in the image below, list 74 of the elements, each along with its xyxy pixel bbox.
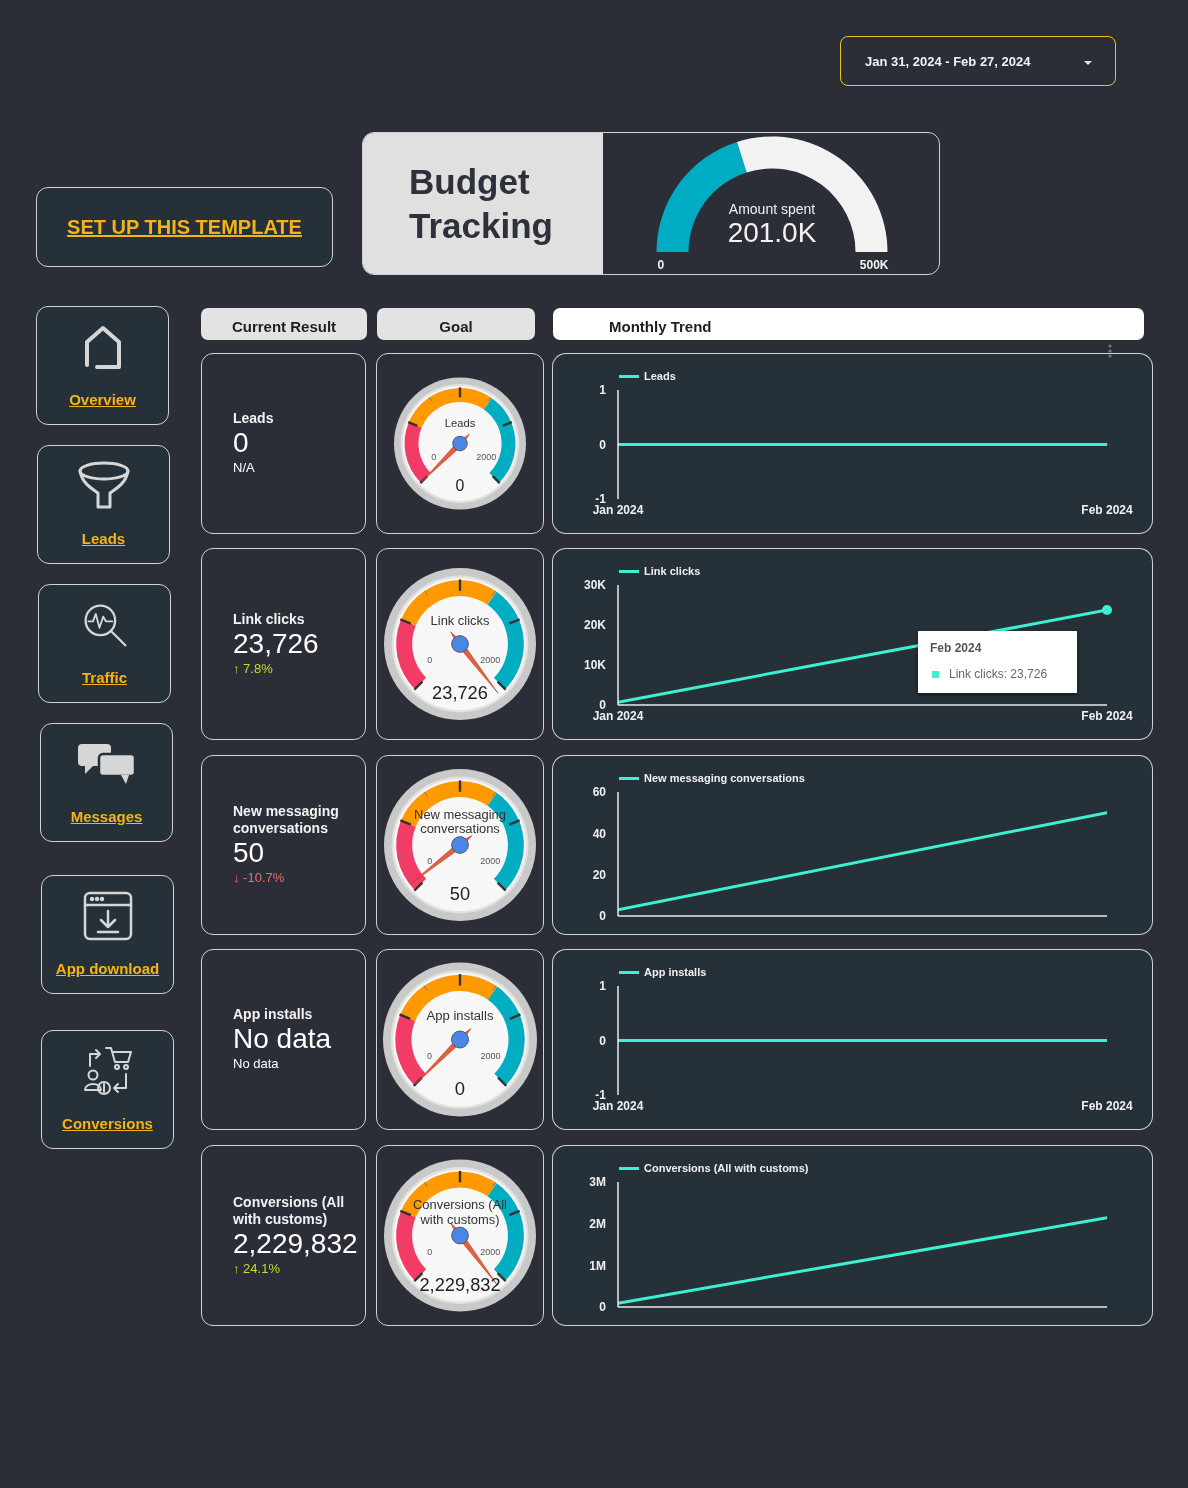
text: 500K bbox=[859, 258, 889, 272]
data-label: 0 bbox=[454, 1078, 466, 1100]
text: Amount spent bbox=[728, 201, 816, 217]
text: Traffic bbox=[81, 669, 127, 686]
text: 0 bbox=[233, 427, 249, 458]
y-tick-label: 20K bbox=[583, 618, 607, 633]
tooltip-panel: Feb 2024 Link clicks: 23,726 bbox=[918, 631, 1077, 693]
legend-label: Leads bbox=[644, 370, 676, 382]
text: Leads bbox=[81, 530, 126, 547]
text: 201.0K bbox=[727, 217, 817, 248]
y-tick-label: 0 bbox=[599, 909, 607, 924]
y-tick-label: 40 bbox=[592, 826, 607, 841]
text: New messaging conversations bbox=[233, 803, 339, 836]
y-tick-label: 2M bbox=[589, 1216, 606, 1231]
text: ↑ 7.8% bbox=[233, 660, 273, 676]
data-label: 0 bbox=[427, 1246, 433, 1257]
text: App installs bbox=[426, 1008, 494, 1024]
y-tick-label: 60 bbox=[592, 785, 607, 800]
data-label: 2000 bbox=[480, 655, 501, 666]
y-tick-label: 1M bbox=[589, 1258, 606, 1273]
annotation: Link clicks: 23,726 bbox=[949, 667, 1048, 681]
text: ↓ -10.7% bbox=[233, 870, 285, 885]
data-label: 0 bbox=[427, 856, 433, 867]
y-tick-label: 3M bbox=[589, 1175, 606, 1190]
data-label: 0 bbox=[455, 477, 465, 495]
text: Monthly Trend bbox=[609, 317, 712, 335]
y-tick-label: 1 bbox=[599, 383, 607, 398]
text: Goal bbox=[439, 317, 473, 335]
text: Leads bbox=[444, 417, 476, 429]
text: Overview bbox=[69, 391, 136, 408]
data-label: 0 bbox=[431, 452, 437, 463]
y-tick-label: 0 bbox=[599, 1033, 607, 1048]
text: Conversions bbox=[62, 1115, 153, 1132]
text: 0 bbox=[657, 258, 665, 272]
legend-label: New messaging conversations bbox=[644, 772, 805, 784]
data-label: 50 bbox=[449, 883, 471, 905]
y-tick-label: 0 bbox=[599, 1300, 607, 1315]
text: 50 bbox=[233, 837, 265, 868]
data-label: 0 bbox=[426, 1050, 432, 1061]
x-tick-label: Jan 2024 bbox=[592, 502, 644, 517]
text: Budget Tracking bbox=[409, 161, 553, 245]
y-tick-label: 20 bbox=[592, 867, 607, 882]
data-label: 2000 bbox=[480, 1246, 501, 1257]
text: Messages bbox=[70, 808, 143, 825]
y-tick-label: 0 bbox=[599, 437, 607, 452]
y-tick-label: 10K bbox=[583, 658, 607, 673]
text: Conversions (All with customs) bbox=[233, 1193, 345, 1227]
text: SET UP THIS TEMPLATE bbox=[67, 215, 302, 238]
data-label: 2,229,832 bbox=[419, 1273, 501, 1295]
text: Current Result bbox=[231, 317, 337, 335]
legend-label: Link clicks bbox=[644, 565, 701, 577]
text: N/A bbox=[233, 460, 255, 475]
text: Link clicks bbox=[233, 610, 305, 627]
text: Link clicks bbox=[430, 613, 490, 628]
text: No data bbox=[233, 1023, 332, 1054]
x-tick-label: Jan 2024 bbox=[592, 1098, 644, 1113]
legend-label: Conversions (All with customs) bbox=[644, 1162, 809, 1174]
text: App installs bbox=[233, 1006, 313, 1022]
y-tick-label: 1 bbox=[599, 979, 607, 994]
text: Leads bbox=[233, 410, 274, 426]
text: 23,726 bbox=[233, 627, 319, 659]
text: App download bbox=[55, 960, 160, 977]
data-label: 2000 bbox=[480, 1050, 501, 1061]
data-label: 23,726 bbox=[432, 682, 488, 704]
data-label: 2000 bbox=[476, 452, 497, 463]
data-label: 2000 bbox=[480, 856, 501, 867]
text: 2,229,832 bbox=[233, 1227, 358, 1259]
annotation: Feb 2024 bbox=[930, 641, 982, 655]
text: ↑ 24.1% bbox=[233, 1260, 280, 1276]
data-label: 0 bbox=[427, 655, 433, 666]
text: Jan 31, 2024 - Feb 27, 2024 bbox=[865, 53, 1031, 69]
y-tick-label: 30K bbox=[583, 578, 607, 593]
text: No data bbox=[233, 1056, 279, 1071]
legend-label: App installs bbox=[644, 966, 707, 978]
